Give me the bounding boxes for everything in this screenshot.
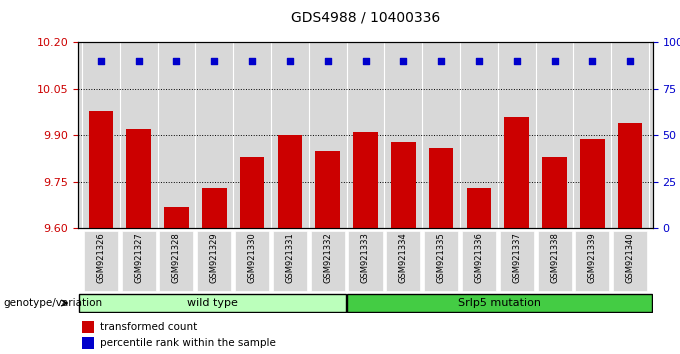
FancyBboxPatch shape	[348, 232, 383, 291]
Text: GDS4988 / 10400336: GDS4988 / 10400336	[291, 11, 440, 25]
Text: wild type: wild type	[187, 298, 238, 308]
Bar	[82, 337, 94, 349]
Bar	[542, 157, 567, 228]
Point	[473, 58, 484, 64]
Point	[209, 58, 220, 64]
FancyBboxPatch shape	[613, 232, 647, 291]
Text: GSM921330: GSM921330	[248, 232, 256, 283]
Text: GSM921337: GSM921337	[512, 232, 521, 283]
Bar	[618, 123, 643, 228]
Point	[587, 58, 598, 64]
Point	[133, 58, 144, 64]
Text: GSM921333: GSM921333	[361, 232, 370, 283]
Point	[625, 58, 636, 64]
FancyBboxPatch shape	[311, 232, 345, 291]
Bar	[353, 132, 378, 228]
Point	[549, 58, 560, 64]
Text: GSM921332: GSM921332	[323, 232, 333, 283]
Text: GSM921336: GSM921336	[475, 232, 483, 283]
Bar	[164, 207, 189, 228]
Text: transformed count: transformed count	[101, 322, 198, 332]
Point	[436, 58, 447, 64]
Point	[360, 58, 371, 64]
Text: GSM921339: GSM921339	[588, 232, 597, 283]
Point	[171, 58, 182, 64]
Bar	[505, 117, 529, 228]
Bar	[391, 142, 415, 228]
FancyBboxPatch shape	[462, 232, 496, 291]
Text: percentile rank within the sample: percentile rank within the sample	[101, 338, 276, 348]
Bar	[82, 321, 94, 333]
Point	[247, 58, 258, 64]
FancyBboxPatch shape	[160, 232, 194, 291]
Bar	[316, 151, 340, 228]
Bar	[466, 188, 491, 228]
FancyBboxPatch shape	[197, 232, 231, 291]
Bar	[429, 148, 454, 228]
Bar	[202, 188, 226, 228]
Text: Srlp5 mutation: Srlp5 mutation	[458, 298, 541, 308]
Bar	[126, 129, 151, 228]
FancyBboxPatch shape	[386, 232, 420, 291]
Bar	[240, 157, 265, 228]
FancyBboxPatch shape	[500, 232, 534, 291]
FancyBboxPatch shape	[347, 294, 652, 312]
FancyBboxPatch shape	[424, 232, 458, 291]
Bar	[580, 138, 605, 228]
Text: genotype/variation: genotype/variation	[3, 298, 103, 308]
Text: GSM921328: GSM921328	[172, 232, 181, 283]
Text: GSM921334: GSM921334	[398, 232, 408, 283]
Text: GSM921340: GSM921340	[626, 232, 634, 282]
FancyBboxPatch shape	[273, 232, 307, 291]
Text: GSM921335: GSM921335	[437, 232, 445, 283]
FancyBboxPatch shape	[575, 232, 609, 291]
Bar	[277, 135, 302, 228]
Point	[398, 58, 409, 64]
FancyBboxPatch shape	[537, 232, 571, 291]
Text: GSM921327: GSM921327	[134, 232, 143, 283]
FancyBboxPatch shape	[122, 232, 156, 291]
Text: GSM921331: GSM921331	[286, 232, 294, 283]
Bar	[88, 110, 113, 228]
Point	[95, 58, 106, 64]
Point	[284, 58, 295, 64]
Text: GSM921326: GSM921326	[97, 232, 105, 283]
Text: GSM921338: GSM921338	[550, 232, 559, 283]
Text: GSM921329: GSM921329	[210, 232, 219, 282]
FancyBboxPatch shape	[79, 294, 345, 312]
Point	[511, 58, 522, 64]
FancyBboxPatch shape	[84, 232, 118, 291]
Point	[322, 58, 333, 64]
FancyBboxPatch shape	[235, 232, 269, 291]
